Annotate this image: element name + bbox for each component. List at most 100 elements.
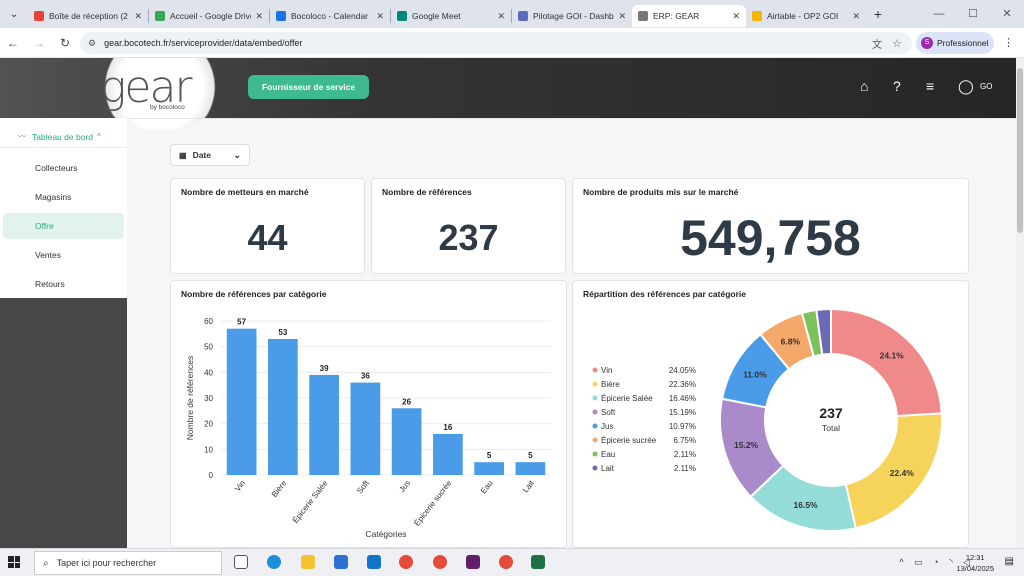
browser-tab-strip: ⌄ Boîte de réception (2 ✕ Accueil - Google…	[0, 0, 1024, 28]
file-explorer-icon[interactable]	[301, 555, 315, 569]
search-icon: ⌕	[43, 557, 49, 569]
maximize-icon[interactable]: ☐	[968, 8, 978, 20]
tab-close-icon[interactable]: ✕	[618, 10, 626, 21]
tab-close-icon[interactable]: ✕	[134, 10, 142, 21]
new-tab-button[interactable]: +	[873, 6, 883, 22]
legend-value: 6.75%	[673, 436, 696, 445]
profile-chip[interactable]: S Professionnel	[916, 32, 994, 54]
sidebar-item-retours[interactable]: Retours	[35, 279, 65, 289]
minimize-icon[interactable]: —	[933, 8, 945, 20]
browser-tab[interactable]: Boîte de réception (2 ✕	[28, 5, 148, 27]
bar[interactable]	[433, 433, 463, 475]
menu-icon[interactable]: ≡	[926, 78, 935, 94]
calendar-icon: ▦	[179, 150, 187, 160]
reload-icon[interactable]: ↻	[59, 35, 71, 50]
bar[interactable]	[309, 374, 339, 475]
bar-value-label: 53	[278, 328, 287, 337]
legend-swatch	[592, 437, 598, 443]
page-scrollbar[interactable]	[1016, 58, 1024, 548]
bar[interactable]	[515, 462, 546, 475]
browser-tab[interactable]: Bocoloco - Calendar ✕	[270, 5, 390, 27]
site-info-icon[interactable]: ⚙	[88, 37, 97, 48]
chart-title: Nombre de références par catégorie	[181, 289, 327, 299]
legend-value: 16.46%	[669, 394, 696, 403]
tab-separator	[269, 9, 270, 23]
tab-title: Pilotage GOI - Dashb	[533, 11, 614, 21]
translate-icon[interactable]: 文	[872, 39, 882, 51]
chevron-down-icon: ⌄	[233, 149, 241, 160]
slack-icon[interactable]	[466, 555, 480, 569]
notification-icon[interactable]: ▤	[1004, 556, 1014, 567]
y-tick-label: 0	[209, 471, 214, 480]
bar[interactable]	[350, 382, 381, 475]
user-initials[interactable]: GO	[980, 82, 993, 91]
browser-tab[interactable]: Airtable - OP2 GOI ✕	[746, 5, 866, 27]
legend-swatch	[592, 465, 598, 471]
user-icon[interactable]: ◯	[958, 78, 974, 94]
x-tick-label: Jus	[397, 479, 412, 494]
bar-value-label: 5	[528, 451, 533, 460]
sidebar-item-magasins[interactable]: Magasins	[35, 192, 72, 202]
bar[interactable]	[226, 328, 257, 475]
sidebar: 〰 Tableau de bord ^ Collecteurs Magasins O…	[0, 118, 127, 298]
legend-swatch	[592, 423, 598, 429]
tab-close-icon[interactable]: ✕	[497, 10, 505, 21]
sidebar-item-offre[interactable]: Offre	[3, 213, 124, 239]
slice-label: 15.2%	[734, 440, 759, 450]
taskbar-search-placeholder: Taper ici pour rechercher	[56, 558, 157, 568]
tab-close-icon[interactable]: ✕	[376, 10, 384, 21]
help-icon[interactable]: ?	[893, 78, 901, 94]
kpi-value: 44	[247, 217, 288, 258]
windows-start-icon[interactable]	[8, 556, 20, 568]
sidebar-section-dashboard[interactable]: 〰 Tableau de bord ^	[0, 126, 127, 148]
sidebar-item-ventes[interactable]: Ventes	[35, 250, 61, 260]
url-bar[interactable]: ⚙ gear.bocotech.fr/serviceprovider/data/…	[80, 32, 912, 54]
close-window-icon[interactable]: ✕	[1002, 8, 1012, 20]
back-icon[interactable]: ←	[7, 35, 19, 50]
scrollbar-thumb[interactable]	[1017, 68, 1023, 233]
tab-close-icon[interactable]: ✕	[852, 10, 860, 21]
legend-swatch	[592, 395, 598, 401]
bar[interactable]	[391, 408, 422, 475]
system-tray-icons[interactable]: ^ ▭ ◔ ◝ ◁	[899, 557, 974, 567]
tab-favicon-icon	[752, 11, 762, 21]
tab-separator	[390, 9, 391, 23]
home-icon[interactable]: ⌂	[860, 78, 869, 94]
donut-chart: 24.1% 22.4% 16.5% 15.2% 11.0% 6.8% 237 Total Vin…	[592, 307, 943, 532]
y-tick-label: 30	[204, 394, 213, 403]
legend-label: Jus	[601, 422, 613, 431]
chrome-profile-2-icon[interactable]	[499, 555, 513, 569]
bookmark-star-icon[interactable]: ☆	[892, 37, 902, 50]
donut-slice[interactable]	[830, 307, 943, 418]
forward-icon[interactable]: →	[33, 35, 45, 50]
sidebar-item-collecteurs[interactable]: Collecteurs	[35, 163, 78, 173]
browser-tab[interactable]: Accueil - Google Drive ✕	[149, 5, 269, 27]
edge-icon[interactable]	[267, 555, 281, 569]
date-filter[interactable]: ▦ Date ⌄	[170, 144, 250, 166]
chrome-profile-icon[interactable]	[433, 555, 447, 569]
browser-tab[interactable]: ERP: GEAR ✕	[632, 5, 746, 27]
x-tick-label: Épicerie Salée	[291, 478, 330, 525]
clock[interactable]: 12:31 13/04/2025	[956, 552, 994, 574]
tab-search-icon[interactable]: ⌄	[9, 8, 19, 20]
bar[interactable]	[474, 462, 504, 475]
bar[interactable]	[268, 338, 298, 475]
mail-icon[interactable]	[367, 555, 381, 569]
slice-label: 6.8%	[781, 336, 801, 346]
donut-slice[interactable]	[815, 307, 832, 356]
store-icon[interactable]	[334, 555, 348, 569]
service-provider-button[interactable]: Fournisseur de service	[248, 75, 369, 99]
taskbar-search[interactable]: ⌕ Taper ici pour rechercher	[34, 551, 222, 575]
tab-close-icon[interactable]: ✕	[732, 10, 740, 21]
bar-value-label: 39	[320, 364, 329, 373]
tab-close-icon[interactable]: ✕	[255, 10, 263, 21]
app: gear by bocoloco Fournisseur de service …	[0, 58, 1024, 548]
browser-tab[interactable]: Google Meet ✕	[391, 5, 511, 27]
browser-menu-icon[interactable]: ⋮	[1003, 37, 1014, 49]
y-tick-label: 60	[204, 317, 213, 326]
logo[interactable]: gear	[100, 62, 193, 113]
chrome-icon[interactable]	[399, 555, 413, 569]
task-view-icon[interactable]	[234, 555, 248, 569]
excel-icon[interactable]	[531, 555, 545, 569]
browser-tab[interactable]: Pilotage GOI - Dashb ✕	[512, 5, 632, 27]
